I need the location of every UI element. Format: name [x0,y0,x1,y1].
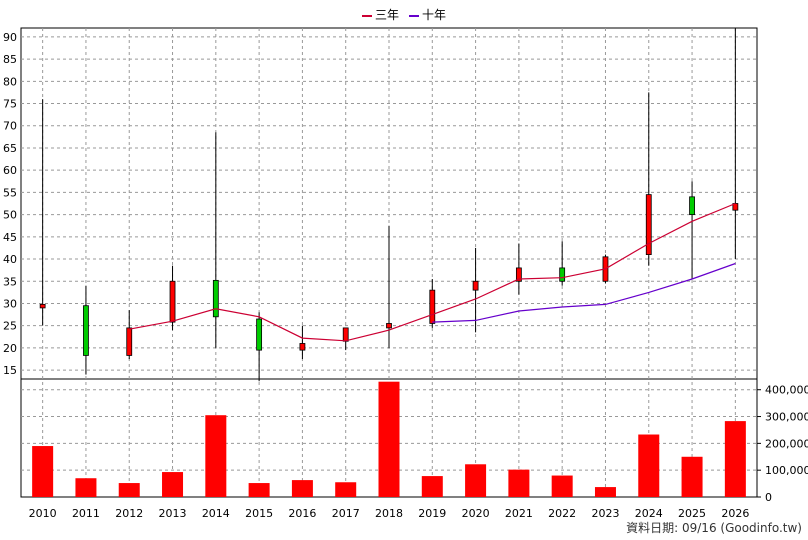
candle-body [645,194,652,255]
legend-item-10yr: 十年 [409,6,446,23]
volume-bar [248,483,270,497]
x-tick-label: 2015 [245,507,273,520]
volume-bar [638,434,660,497]
source-label: 資料日期: 09/16 (Goodinfo.tw) [626,521,802,535]
price-tick-label: 35 [3,275,17,288]
price-tick-label: 50 [3,209,17,222]
price-tick-label: 75 [3,98,17,111]
candle-body [472,280,479,291]
x-tick-label: 2026 [721,507,749,520]
x-tick-label: 2012 [115,507,143,520]
price-tick-label: 65 [3,142,17,155]
volume-bar [335,482,357,497]
axis-labels: 152025303540455055606570758085900100,000… [3,31,808,520]
volume-tick-label: 200,000 [765,437,808,450]
candle-body [83,305,89,356]
volume-bar [724,421,746,497]
price-tick-label: 30 [3,297,17,310]
candle-body [299,343,306,351]
volume-bar [681,456,703,497]
price-tick-label: 70 [3,120,17,133]
candle-body [429,289,436,324]
price-tick-label: 60 [3,164,17,177]
x-tick-label: 2016 [288,507,316,520]
volume-bars [32,381,746,497]
series-line-3yr [129,202,736,342]
volume-tick-label: 100,000 [765,464,808,477]
price-tick-label: 90 [3,31,17,44]
price-tick-label: 15 [3,364,17,377]
volume-bar [594,487,616,497]
price-tick-label: 25 [3,320,17,333]
legend-swatch-3yr [362,14,372,17]
price-tick-label: 40 [3,253,17,266]
candle-body [256,318,263,351]
candle-body [212,279,219,318]
x-tick-label: 2025 [678,507,706,520]
volume-bar [508,469,530,497]
x-tick-label: 2022 [548,507,576,520]
candle-body [559,267,566,282]
price-tick-label: 85 [3,53,17,66]
volume-bar [551,475,573,497]
candle-body [126,327,133,356]
candle-body [515,267,522,282]
volume-bar [118,483,140,497]
volume-tick-label: 400,000 [765,384,808,397]
legend: 三年 十年 [0,4,808,26]
candle-body [386,323,392,329]
volume-bar [162,472,184,497]
moving-average-lines [129,202,736,342]
legend-swatch-10yr [409,14,419,17]
legend-item-3yr: 三年 [362,6,399,23]
volume-tick-label: 0 [765,491,772,504]
x-tick-label: 2021 [505,507,533,520]
x-tick-label: 2014 [202,507,230,520]
price-tick-label: 20 [3,342,17,355]
x-tick-label: 2024 [635,507,663,520]
volume-bar [421,476,443,497]
x-tick-label: 2023 [591,507,619,520]
price-tick-label: 45 [3,231,17,244]
x-tick-label: 2013 [159,507,187,520]
price-tick-label: 80 [3,75,17,88]
volume-bar [291,480,313,497]
volume-bar [75,478,97,497]
volume-tick-label: 300,000 [765,411,808,424]
volume-bar [378,381,400,497]
x-tick-label: 2019 [418,507,446,520]
x-tick-label: 2018 [375,507,403,520]
series-line-10yr [432,262,736,323]
legend-label-3yr: 三年 [375,8,400,22]
x-tick-label: 2010 [29,507,57,520]
volume-bar [465,464,487,497]
x-tick-label: 2020 [462,507,490,520]
volume-bar [32,446,54,497]
x-tick-label: 2011 [72,507,100,520]
legend-label-10yr: 十年 [422,8,447,22]
candle-body [342,327,349,342]
x-tick-label: 2017 [332,507,360,520]
price-tick-label: 55 [3,186,17,199]
candle-body [39,303,46,309]
candle-body [169,280,176,323]
volume-bar [205,415,227,497]
candle-body [689,196,695,216]
